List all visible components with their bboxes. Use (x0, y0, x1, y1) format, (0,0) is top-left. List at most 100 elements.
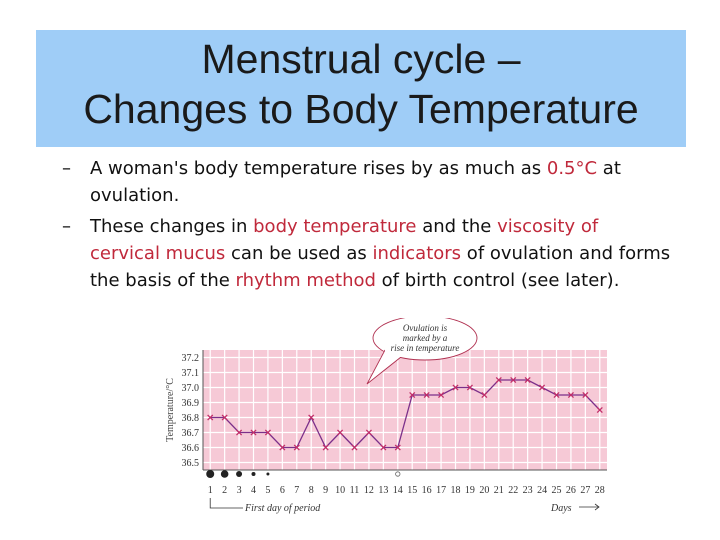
bullet-text: of birth control (see later). (375, 270, 620, 291)
callout-text-line: Ovulation is (403, 323, 448, 333)
temperature-chart: 36.5 36.6 36.7 36.8 36.9 37.0 37.1 37.2 Temperat… (157, 315, 611, 518)
x-axis-label: Days (550, 503, 572, 514)
data-point-marker (510, 376, 517, 384)
x-tick-label: 4 (251, 485, 256, 496)
x-tick-label: 2 (222, 485, 227, 496)
x-tick-label: 10 (335, 485, 345, 496)
x-tick-label: 6 (280, 485, 285, 496)
x-tick-label: 21 (494, 485, 504, 496)
x-tick-label: 15 (407, 485, 417, 496)
period-dot (266, 472, 270, 476)
bullet-text: These changes in (90, 216, 254, 237)
bullet-text: A woman's body temperature rises by as m… (90, 158, 547, 179)
highlight-text: 0.5°C (546, 158, 598, 179)
first-day-arrow (209, 498, 243, 509)
y-tick-label: 36.5 (182, 458, 200, 469)
bullet-text: at ovulation. (90, 158, 621, 206)
x-tick-label: 24 (537, 485, 547, 496)
data-point-marker (279, 444, 286, 451)
x-tick-label: 11 (350, 485, 360, 496)
slide-title-line2: Changes to Body Temperature (83, 86, 639, 132)
highlight-text: body temperature (253, 216, 417, 237)
y-tick-label: 36.7 (182, 428, 200, 439)
days-arrow (579, 503, 600, 511)
data-point-marker (553, 391, 560, 399)
bullet-dash: – (62, 216, 71, 237)
highlight-text: viscosity of cervical mucus (90, 216, 599, 264)
y-tick-label: 37.2 (182, 353, 200, 364)
data-point-marker (539, 384, 546, 391)
x-tick-label: 18 (451, 485, 461, 496)
bullet-item: – A woman's body temperature rises by as… (62, 155, 672, 209)
first-day-label: First day of period (244, 503, 321, 514)
x-tick-label: 27 (580, 485, 590, 496)
x-tick-label: 23 (523, 485, 533, 496)
data-point-marker (380, 444, 387, 451)
bullet-text: can be used as (225, 243, 373, 264)
data-point-marker (250, 429, 257, 436)
callout-text-line: rise in temperature (391, 343, 460, 353)
x-tick-label: 5 (265, 485, 270, 496)
y-axis-label: Temperature/°C (165, 378, 176, 442)
x-tick-label: 13 (378, 485, 388, 496)
callout-tail (366, 349, 402, 385)
x-tick-label: 16 (422, 485, 432, 496)
x-tick-label: 17 (436, 485, 446, 496)
data-point-marker (365, 429, 372, 436)
x-tick-label: 9 (323, 485, 328, 496)
x-tick-label: 28 (595, 485, 605, 496)
x-tick-label: 25 (552, 485, 562, 496)
data-point-marker (221, 414, 228, 421)
x-tick-label: 26 (566, 485, 576, 496)
data-point-marker (466, 384, 473, 391)
y-tick-label: 36.9 (182, 398, 200, 409)
data-point-marker (582, 391, 589, 399)
data-point-marker (264, 429, 271, 436)
data-point-marker (322, 444, 329, 451)
x-tick-label: 19 (465, 485, 475, 496)
period-dot (206, 470, 215, 478)
temperature-series-line (210, 379, 601, 449)
data-point-marker (351, 444, 358, 451)
title-band: Menstrual cycle – Changes to Body Temper… (36, 30, 686, 147)
x-tick-label: 22 (508, 485, 518, 496)
data-point-marker (452, 384, 459, 391)
callout-text-line: marked by a (403, 333, 448, 343)
y-tick-label: 36.6 (182, 443, 200, 454)
x-tick-label: 12 (364, 485, 374, 496)
y-tick-label: 36.8 (182, 413, 200, 424)
bullet-text: of ovulation and forms the basis of the (90, 243, 671, 291)
x-tick-label: 14 (393, 485, 403, 496)
data-point-marker (423, 391, 430, 399)
data-point-marker (596, 406, 603, 414)
data-point-marker (438, 391, 445, 399)
data-point-marker (293, 444, 300, 451)
x-tick-label: 20 (479, 485, 489, 496)
period-dot (236, 471, 243, 477)
x-tick-label: 3 (237, 485, 242, 496)
highlight-text: indicators (372, 243, 462, 264)
x-tick-label: 8 (309, 485, 314, 496)
slide-title-line1: Menstrual cycle – (201, 36, 521, 82)
ovulation-marker (395, 471, 401, 477)
bullet-text: and the (416, 216, 498, 237)
chart-svg: 36.5 36.6 36.7 36.8 36.9 37.0 37.1 37.2 Temperat… (165, 315, 607, 514)
period-dot (220, 470, 229, 478)
data-point-marker (481, 391, 488, 399)
bullet-list: – A woman's body temperature rises by as… (62, 155, 672, 298)
data-point-marker (495, 376, 502, 384)
data-point-marker (394, 444, 401, 451)
plot-background (203, 350, 607, 470)
x-tick-label: 1 (208, 485, 213, 496)
y-tick-label: 37.1 (182, 368, 200, 379)
data-point-marker (236, 429, 243, 436)
data-point-marker (337, 429, 344, 436)
data-point-marker (567, 391, 574, 399)
data-point-marker (524, 376, 531, 384)
data-point-marker (308, 414, 315, 421)
period-dot (251, 472, 256, 476)
data-point-marker (409, 391, 416, 399)
bullet-dash: – (62, 158, 71, 179)
data-point-marker (207, 414, 214, 421)
callout-tail-cover (385, 348, 405, 357)
